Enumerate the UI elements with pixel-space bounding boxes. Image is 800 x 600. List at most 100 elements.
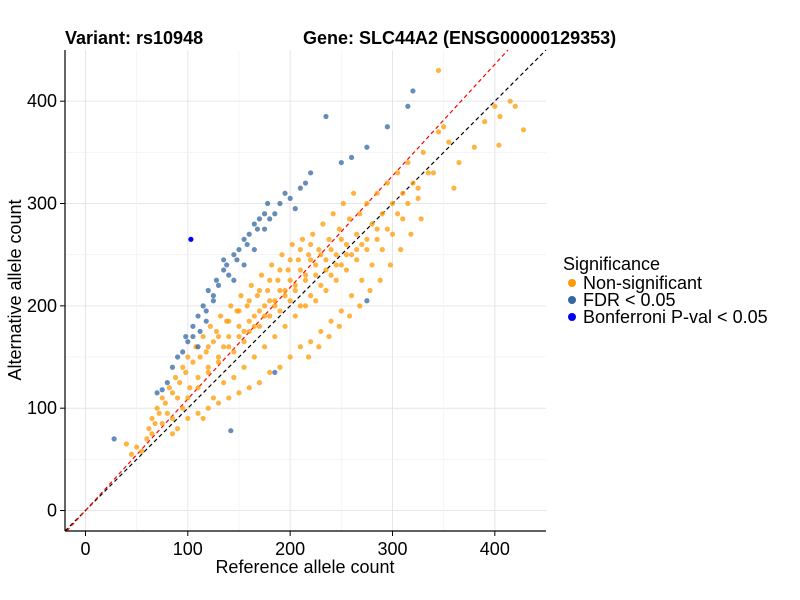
point-nonsig [408,231,414,237]
point-nonsig [340,200,346,207]
point-nonsig [305,354,312,360]
point-nonsig [292,282,298,288]
point-fdr [261,226,268,232]
point-nonsig [236,323,242,329]
point-nonsig [420,149,426,155]
point-fdr [244,241,250,248]
legend-swatch-nonsig [568,279,576,287]
point-fdr [203,318,209,324]
point-nonsig [336,323,342,329]
legend-label-fdr: FDR < 0.05 [583,290,676,310]
point-fdr [234,257,240,263]
point-nonsig [326,333,332,340]
point-nonsig [405,200,411,207]
point-nonsig [430,170,437,176]
point-nonsig [369,262,375,268]
point-nonsig [241,339,247,345]
point-nonsig [256,287,263,294]
point-nonsig [246,385,252,391]
point-nonsig [395,211,401,217]
point-nonsig [400,190,406,196]
point-fdr [338,159,344,166]
point-fdr [272,369,278,375]
point-nonsig [226,395,232,401]
point-nonsig [384,180,390,186]
point-nonsig [164,410,170,416]
point-nonsig [169,390,176,396]
point-nonsig [244,303,250,309]
point-nonsig [200,415,206,422]
point-nonsig [496,142,502,148]
point-nonsig [152,420,158,427]
point-nonsig [180,364,186,370]
point-nonsig [359,241,365,248]
point-nonsig [338,262,344,268]
point-nonsig [162,400,168,406]
point-nonsig [236,390,242,396]
point-fdr [241,236,247,242]
point-nonsig [256,380,263,386]
point-nonsig [497,113,503,120]
x-tick-label: 0 [80,539,90,559]
point-nonsig [302,303,309,309]
point-nonsig [343,267,350,273]
point-fdr [251,221,257,227]
point-fdr [236,246,242,253]
point-fdr [221,257,227,263]
point-nonsig [279,252,285,258]
point-nonsig [343,241,350,248]
x-tick-label: 400 [480,539,510,559]
point-nonsig [354,246,360,253]
point-nonsig [310,231,316,237]
point-nonsig [308,241,314,248]
x-tick-label: 200 [275,539,305,559]
point-nonsig [418,216,424,222]
point-nonsig [183,369,189,375]
point-fdr [241,262,247,268]
point-nonsig [236,333,242,340]
point-fdr [364,144,370,150]
point-nonsig [405,159,411,166]
point-nonsig [144,436,150,442]
point-fdr [292,206,298,212]
point-fdr [231,277,237,283]
point-nonsig [299,236,306,242]
point-nonsig [389,231,396,237]
point-nonsig [441,124,447,130]
point-nonsig [323,267,329,273]
point-fdr [203,308,209,314]
point-fdr [164,380,170,386]
point-nonsig [354,231,360,237]
point-nonsig [320,221,326,227]
point-fdr [267,216,273,222]
point-fdr [246,231,252,237]
point-fdr [159,387,165,393]
point-nonsig [267,313,273,319]
point-nonsig [351,190,357,196]
point-fdr [282,190,288,196]
point-nonsig [272,333,278,340]
x-tick-label: 100 [173,539,203,559]
point-nonsig [231,349,237,355]
point-nonsig [123,441,130,447]
point-fdr [261,211,268,217]
point-nonsig [435,129,442,135]
point-fdr [154,390,160,396]
point-nonsig [369,221,375,227]
point-nonsig [328,272,334,278]
point-fdr [410,88,416,94]
point-nonsig [207,323,213,329]
point-nonsig [302,272,309,278]
point-nonsig [246,328,252,335]
point-nonsig [159,395,165,401]
y-tick-label: 300 [27,194,57,214]
point-nonsig [323,287,329,294]
point-nonsig [205,405,211,411]
point-nonsig [226,344,232,350]
point-nonsig [246,298,252,304]
point-fdr [302,180,309,186]
point-nonsig [295,257,301,263]
axes [64,50,546,532]
point-nonsig [251,354,257,360]
point-nonsig [215,354,222,360]
